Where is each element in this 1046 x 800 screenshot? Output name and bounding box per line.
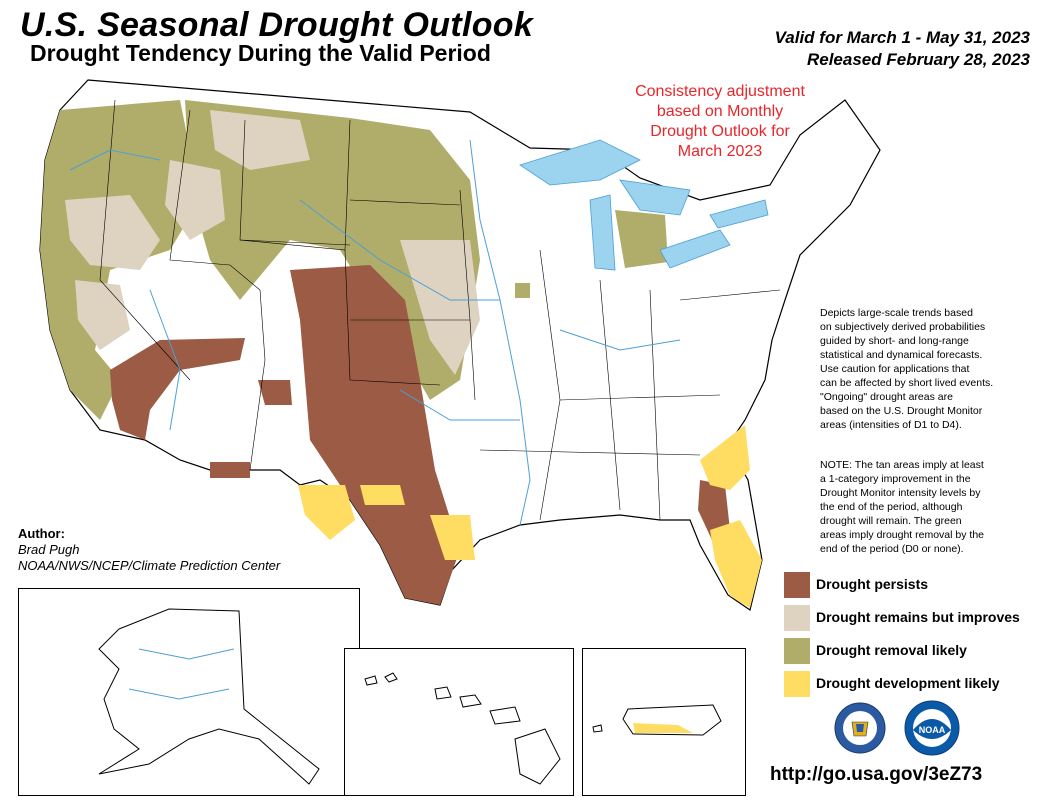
development-likely-regions bbox=[298, 425, 762, 608]
commerce-seal-logo bbox=[834, 702, 886, 754]
author-label: Author: bbox=[18, 526, 65, 541]
description-text: Depicts large-scale trends based on subj… bbox=[820, 307, 994, 431]
hawaii-map bbox=[364, 672, 561, 785]
legend-swatch-removal bbox=[784, 638, 810, 664]
noaa-logo: NOAA bbox=[904, 700, 960, 756]
hawaii-inset bbox=[344, 648, 574, 796]
state-boundaries bbox=[99, 99, 781, 521]
rivers bbox=[69, 139, 681, 526]
legend-swatch-development bbox=[784, 671, 810, 697]
puerto-rico-map bbox=[592, 704, 722, 736]
map-title: U.S. Seasonal Drought Outlook bbox=[20, 6, 534, 44]
map-subtitle: Drought Tendency During the Valid Period bbox=[30, 40, 491, 66]
consistency-note: Consistency adjustment based on Monthly … bbox=[635, 83, 805, 160]
legend-item-development: Drought development likely bbox=[784, 671, 1046, 697]
remains-improves-regions bbox=[65, 110, 480, 375]
legend-item-improves: Drought remains but improves bbox=[784, 605, 1046, 631]
puerto-rico-inset bbox=[582, 648, 746, 796]
source-url[interactable]: http://go.usa.gov/3eZ73 bbox=[770, 764, 983, 785]
release-date: Released February 28, 2023 bbox=[806, 50, 1030, 69]
valid-period: Valid for March 1 - May 31, 2023 bbox=[774, 28, 1030, 47]
great-lakes bbox=[519, 139, 769, 271]
legend-label-development: Drought development likely bbox=[816, 675, 1000, 691]
legend-swatch-persists bbox=[784, 572, 810, 598]
legend-label-improves: Drought remains but improves bbox=[816, 609, 1020, 625]
legend-item-persists: Drought persists bbox=[784, 572, 1046, 598]
legend-label-persists: Drought persists bbox=[816, 576, 929, 592]
author-block: Author: Brad Pugh NOAA/NWS/NCEP/Climate … bbox=[18, 526, 280, 574]
legend-swatch-improves bbox=[784, 605, 810, 631]
alaska-inset bbox=[18, 588, 360, 796]
persists-regions bbox=[110, 265, 730, 605]
legend-item-removal: Drought removal likely bbox=[784, 638, 1046, 664]
author-org: NOAA/NWS/NCEP/Climate Prediction Center bbox=[18, 558, 281, 573]
author-name: Brad Pugh bbox=[18, 542, 80, 557]
alaska-map bbox=[98, 608, 320, 785]
legend-label-removal: Drought removal likely bbox=[816, 642, 967, 658]
note-text: NOTE: The tan areas imply at least a 1-c… bbox=[820, 459, 984, 555]
noaa-logo-text: NOAA bbox=[919, 725, 946, 735]
